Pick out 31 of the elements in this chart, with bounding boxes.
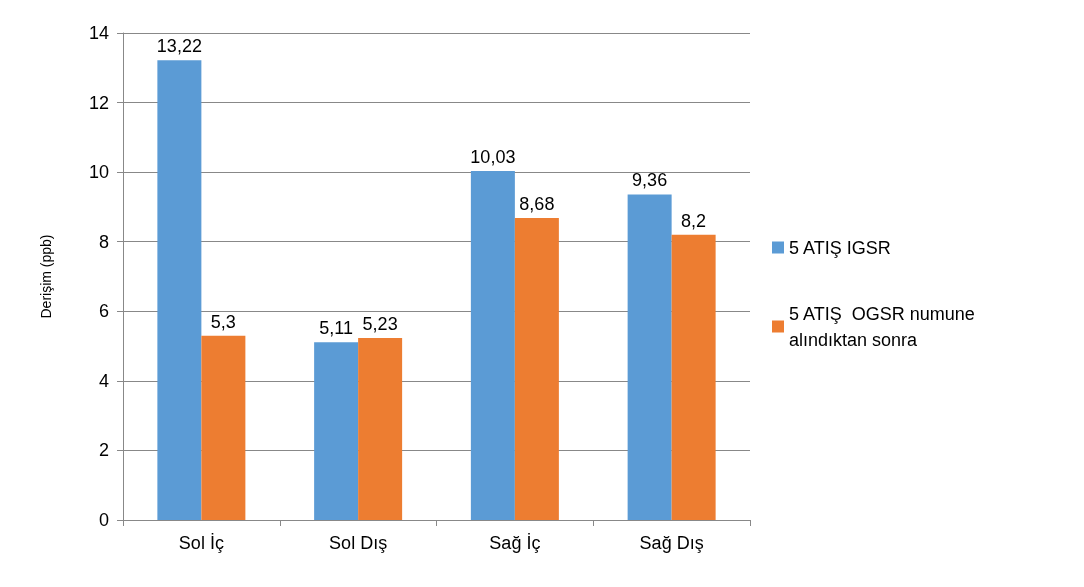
data-label: 8,2 xyxy=(681,210,707,231)
data-label: 9,36 xyxy=(632,170,668,191)
data-label: 5,11 xyxy=(319,318,353,339)
y-axis-title: Derişim (ppb) xyxy=(38,234,54,319)
data-label: 5,3 xyxy=(210,311,236,332)
bar xyxy=(358,338,403,520)
data-label: 13,22 xyxy=(156,36,202,57)
x-tick-label: Sol İç xyxy=(178,533,224,553)
y-tick-label: 8 xyxy=(98,231,109,252)
legend-label: 5 ATIŞ OGSR numune alındıktan sonra xyxy=(789,303,980,350)
x-tick-label: Sağ İç xyxy=(489,533,541,553)
bar xyxy=(671,234,716,520)
x-tick-label: Sağ Dış xyxy=(639,533,704,553)
y-tick-label: 4 xyxy=(98,370,109,391)
bar xyxy=(201,335,246,520)
x-tick-label: Sol Dış xyxy=(329,533,388,553)
y-tick-label: 2 xyxy=(98,440,109,461)
y-tick-label: 0 xyxy=(98,510,109,530)
bar xyxy=(157,60,202,520)
data-label: 8,68 xyxy=(519,194,555,215)
data-label: 5,23 xyxy=(362,314,398,335)
legend-label: 5 ATIŞ IGSR xyxy=(789,237,891,258)
y-tick-label: 14 xyxy=(88,23,109,43)
bar xyxy=(314,342,359,520)
bar xyxy=(470,171,515,520)
bar xyxy=(627,194,672,520)
data-label: 10,03 xyxy=(470,147,516,168)
y-tick-label: 6 xyxy=(98,301,109,322)
y-tick-label: 10 xyxy=(88,162,109,183)
bar xyxy=(514,218,559,520)
y-tick-label: 12 xyxy=(88,92,109,113)
